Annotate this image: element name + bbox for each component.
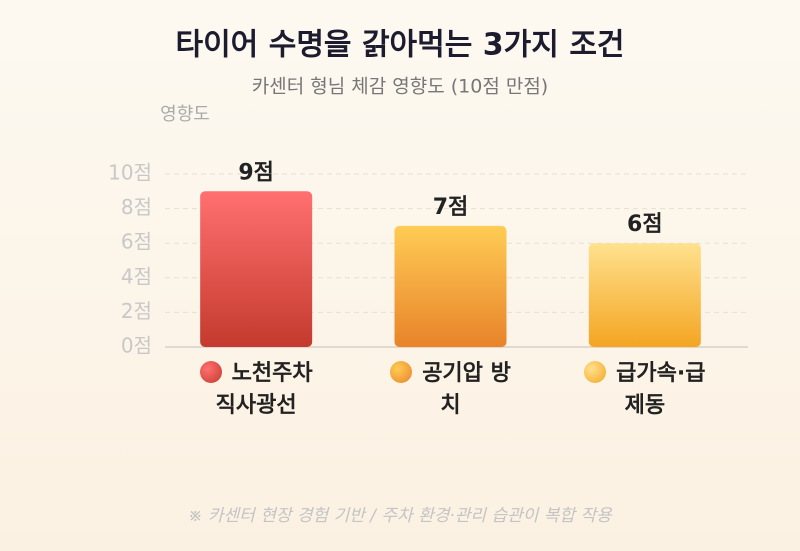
footnote: ※ 카센터 현장 경험 기반 / 주차 환경·관리 습관이 복합 작용: [188, 506, 613, 526]
y-tick-label: 2점: [121, 299, 152, 323]
y-tick-label: 0점: [121, 334, 152, 358]
legend-dot: [584, 361, 607, 383]
value-label: 6점: [627, 212, 663, 237]
category-text: 급가속·급제동: [616, 361, 706, 418]
value-label: 9점: [238, 160, 274, 185]
bar: [200, 191, 313, 347]
y-tick-label: 4점: [121, 264, 152, 288]
category-text: 노천주차 직사광선: [215, 361, 313, 418]
chart-title: 타이어 수명을 갉아먹는 3가지 조건: [175, 28, 624, 63]
x-tick-label: 공기압 방치: [386, 358, 516, 422]
x-tick-label: 노천주차 직사광선: [191, 358, 321, 422]
value-label: 7점: [433, 195, 469, 220]
y-tick-label: 10점: [108, 161, 152, 185]
chart-subtitle: 카센터 형님 체감 영향도 (10점 만점): [252, 76, 548, 98]
y-tick-label: 6점: [121, 230, 152, 254]
y-axis-label: 영향도: [160, 104, 210, 125]
y-tick-label: 8점: [121, 195, 152, 219]
legend-dot: [199, 361, 222, 383]
legend-dot: [390, 361, 413, 383]
bar: [588, 243, 701, 347]
category-text: 공기압 방치: [422, 361, 511, 418]
x-tick-label: 급가속·급제동: [580, 358, 710, 422]
bar: [394, 225, 507, 347]
